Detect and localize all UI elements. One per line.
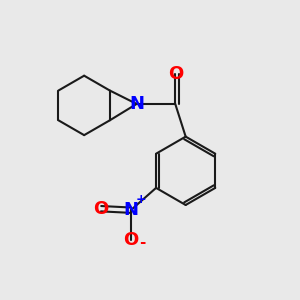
Text: O: O <box>94 200 109 218</box>
Text: +: + <box>136 193 146 206</box>
Text: -: - <box>140 236 146 250</box>
Text: O: O <box>123 231 138 249</box>
Text: N: N <box>129 95 144 113</box>
Text: O: O <box>168 65 183 83</box>
Text: N: N <box>123 201 138 219</box>
